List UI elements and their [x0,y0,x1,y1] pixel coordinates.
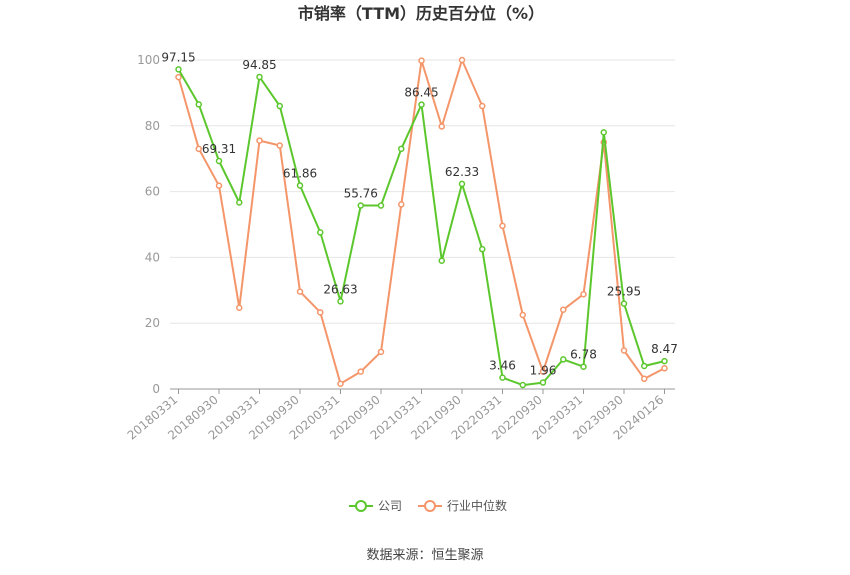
data-point [317,229,324,236]
x-axis: 2018033120180930201903312019093020200331… [125,388,675,443]
data-point [641,375,648,383]
data-label: 3.46 [489,359,516,373]
data-point [215,157,223,165]
data-point [276,142,283,149]
data-label: 25.95 [607,285,641,299]
y-tick-label: 80 [145,119,160,133]
data-point [418,101,425,108]
data-label: 8.47 [651,342,678,356]
data-point [195,101,202,108]
data-label: 94.85 [242,58,276,72]
data-point [398,145,405,153]
data-point [195,145,202,153]
data-point [661,357,668,365]
data-label: 86.45 [404,86,438,100]
data-point [560,356,567,363]
legend-marker [424,500,436,512]
source-note: 数据来源：恒生聚源 [366,548,483,563]
y-tick-label: 60 [145,185,160,199]
series-group [175,56,668,389]
data-point [438,123,445,130]
data-point [398,201,405,208]
data-point [215,182,223,189]
data-label: 97.15 [161,50,195,64]
legend-label: 行业中位数 [447,498,507,513]
data-label: 55.76 [344,187,378,201]
data-point [620,300,628,307]
data-point [236,304,243,311]
data-point [641,362,648,370]
data-labels: 97.15 69.31 94.85 61.86 26.63 55.76 86.45 62.33… [161,50,678,377]
data-point [256,73,263,81]
data-label: 62.33 [445,165,479,179]
data-point [256,137,263,144]
data-label: 6.78 [570,348,597,362]
y-tick-label: 20 [145,316,160,330]
legend-label: 公司 [378,499,402,513]
data-point [296,288,304,295]
data-point [175,66,182,73]
data-point [458,180,466,188]
data-point [236,199,243,206]
data-point [600,129,607,136]
y-tick-label: 40 [145,250,160,264]
y-tick-label: 0 [152,382,160,396]
y-tick-label: 100 [137,53,160,67]
data-point [479,102,486,110]
data-point [317,309,324,316]
data-point [661,365,668,372]
data-point [539,368,547,375]
data-point [519,311,526,319]
data-point [418,57,425,64]
data-point [377,202,385,209]
data-point [560,306,567,313]
data-point [357,368,364,375]
data-point [175,73,182,81]
data-point [377,348,385,356]
data-point [438,257,445,264]
data-point [479,245,486,253]
data-point [458,56,466,64]
legend-marker [355,500,367,512]
data-point [580,363,587,370]
data-point [580,290,587,298]
data-point [357,202,364,209]
data-point [499,222,506,230]
data-point [519,381,526,389]
y-axis: 0 20 40 60 80 100 [137,53,160,396]
data-point [337,380,344,387]
legend-item-industry-median[interactable]: 行业中位数 [418,498,507,513]
data-point [620,347,628,354]
data-point [296,182,304,189]
data-label: 26.63 [323,282,357,296]
data-point [539,379,547,386]
data-label: 69.31 [202,142,236,156]
data-point [337,298,344,305]
legend-item-company[interactable]: 公司 [349,499,402,513]
data-label: 1.96 [530,364,557,378]
data-label: 61.86 [283,166,317,180]
chart-title: 市销率（TTM）历史百分位（%） [298,4,544,23]
legend[interactable]: 公司 行业中位数 [349,498,507,513]
data-point [276,102,283,110]
data-point [499,374,506,381]
